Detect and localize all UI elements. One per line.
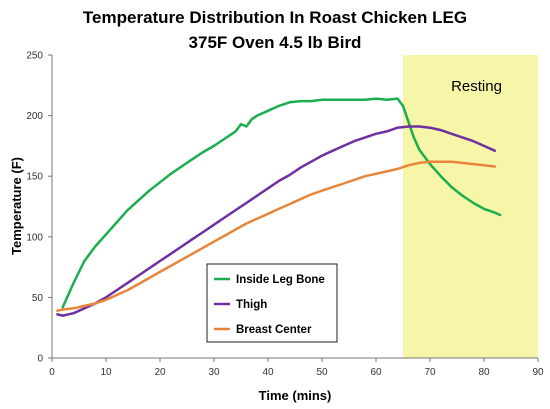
y-tick-label: 250	[26, 51, 43, 62]
y-tick-label: 50	[32, 293, 44, 304]
x-tick-label: 30	[208, 367, 220, 378]
x-axis-label: Time (mins)	[259, 388, 332, 403]
y-tick-label: 150	[26, 172, 43, 183]
series-line-thigh	[56, 125, 497, 317]
x-tick-label: 80	[478, 367, 490, 378]
legend: Inside Leg Bone Thigh Breast Center	[206, 263, 338, 343]
resting-label: Resting	[451, 78, 502, 95]
y-tick-label: 100	[26, 232, 43, 243]
series-line-breast-center	[56, 160, 497, 312]
resting-region	[403, 55, 538, 358]
legend-entry: Thigh	[236, 299, 267, 311]
y-tick-label: 200	[26, 111, 43, 122]
x-tick-label: 0	[49, 367, 55, 378]
x-tick-label: 20	[154, 367, 166, 378]
y-tick-label: 0	[37, 354, 43, 365]
chart-title: Temperature Distribution In Roast Chicke…	[83, 8, 467, 27]
x-tick-label: 50	[316, 367, 328, 378]
x-tick-label: 90	[532, 367, 544, 378]
x-tick-label: 70	[424, 367, 436, 378]
chart-subtitle: 375F Oven 4.5 lb Bird	[189, 33, 362, 52]
legend-entry: Inside Leg Bone	[236, 274, 325, 286]
x-tick-label: 40	[262, 367, 274, 378]
x-tick-label: 60	[370, 367, 382, 378]
x-tick-label: 10	[100, 367, 112, 378]
series-line-inside-leg-bone	[61, 97, 502, 309]
series-lines	[56, 97, 502, 317]
axes: 0 50 100 150 200 250 0 10 20 30 40 50 60 70 80 90	[26, 51, 544, 379]
legend-entry: Breast Center	[236, 324, 312, 336]
y-axis-label: Temperature (F)	[9, 157, 24, 255]
